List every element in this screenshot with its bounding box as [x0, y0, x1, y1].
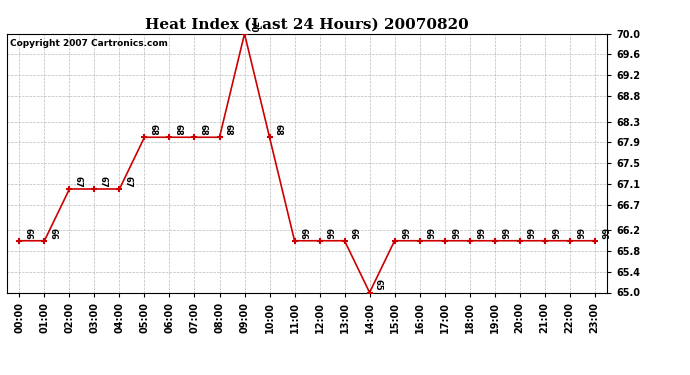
Text: 66: 66 [574, 228, 583, 239]
Text: 66: 66 [23, 228, 32, 239]
Title: Heat Index (Last 24 Hours) 20070820: Heat Index (Last 24 Hours) 20070820 [145, 17, 469, 31]
Text: 67: 67 [99, 176, 108, 188]
Text: 66: 66 [499, 228, 508, 239]
Text: 66: 66 [299, 228, 308, 239]
Text: 67: 67 [124, 176, 132, 188]
Text: 66: 66 [48, 228, 57, 239]
Text: 68: 68 [174, 124, 183, 136]
Text: 68: 68 [224, 124, 233, 136]
Text: 66: 66 [424, 228, 433, 239]
Text: 66: 66 [524, 228, 533, 239]
Text: 66: 66 [348, 228, 357, 239]
Text: 68: 68 [274, 124, 283, 136]
Text: 68: 68 [148, 124, 157, 136]
Text: Copyright 2007 Cartronics.com: Copyright 2007 Cartronics.com [10, 39, 168, 48]
Text: 66: 66 [324, 228, 333, 239]
Text: 66: 66 [448, 228, 457, 239]
Text: 70: 70 [248, 21, 257, 32]
Text: 68: 68 [199, 124, 208, 136]
Text: 66: 66 [474, 228, 483, 239]
Text: 66: 66 [549, 228, 558, 239]
Text: 66: 66 [599, 228, 608, 239]
Text: 65: 65 [374, 279, 383, 291]
Text: 66: 66 [399, 228, 408, 239]
Text: 67: 67 [74, 176, 83, 188]
